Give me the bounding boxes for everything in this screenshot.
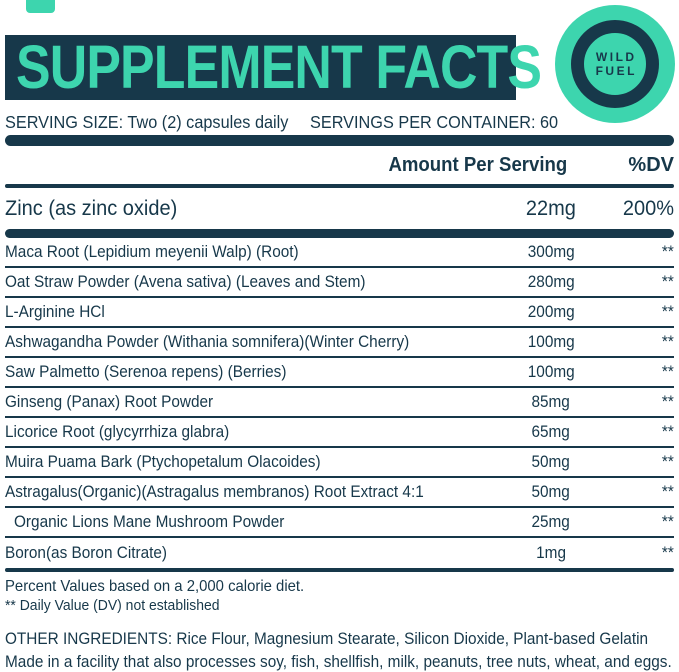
ingredient-dv: **: [662, 242, 674, 261]
divider-thick-zinc: [5, 229, 674, 238]
logo-wordmark: WILD FUEL: [593, 50, 637, 78]
ingredient-amount: 100mg: [527, 332, 575, 351]
logo-line1: WILD: [595, 50, 637, 64]
ingredient-amount: 22mg: [525, 196, 577, 220]
ingredient-name: Organic Lions Mane Mushroom Powder: [14, 512, 285, 531]
footnote-daily-value-text: ** Daily Value (DV) not established: [5, 597, 220, 614]
table-row: Boron(as Boron Citrate) 1mg **: [5, 538, 674, 568]
wild-fuel-logo: WILD FUEL: [555, 5, 675, 123]
ingredient-name: Ashwagandha Powder (Withania somnifera)(…: [5, 332, 410, 351]
ingredient-dv: 200%: [622, 196, 674, 220]
ingredient-dv: **: [662, 452, 674, 471]
ingredient-name: Zinc (as zinc oxide): [5, 196, 178, 220]
table-row-zinc: Zinc (as zinc oxide) 22mg 200%: [5, 188, 674, 229]
table-row: Muira Puama Bark (Ptychopetalum Olacoide…: [5, 448, 674, 478]
logo-ring-icon: WILD FUEL: [571, 20, 659, 108]
divider-bottom: [5, 568, 674, 572]
ingredient-amount: 280mg: [527, 272, 575, 291]
ingredient-amount: 65mg: [531, 422, 571, 441]
ingredient-dv: **: [662, 362, 674, 381]
allergen-statement-text: Made in a facility that also processes s…: [5, 653, 672, 671]
ingredient-dv: **: [662, 392, 674, 411]
ingredient-amount: 50mg: [531, 452, 571, 471]
serving-size-text: SERVING SIZE: Two (2) capsules daily: [5, 111, 289, 132]
ingredient-amount: 85mg: [531, 392, 571, 411]
footnote-percent-values: Percent Values based on a 2,000 calorie …: [5, 577, 674, 596]
table-row: Licorice Root (glycyrrhiza glabra) 65mg …: [5, 418, 674, 448]
ingredient-amount: 300mg: [527, 242, 575, 261]
page-title: SUPPLEMENT FACTS: [16, 33, 542, 101]
other-ingredients-line: OTHER INGREDIENTS: Rice Flour, Magnesium…: [5, 630, 674, 649]
ingredient-dv: **: [662, 302, 674, 321]
ingredient-dv: **: [662, 543, 674, 562]
divider-medium: [5, 184, 674, 188]
ingredient-name: Oat Straw Powder (Avena sativa) (Leaves …: [5, 272, 366, 291]
ingredient-amount: 50mg: [531, 482, 571, 501]
table-row: Saw Palmetto (Serenoa repens) (Berries) …: [5, 358, 674, 388]
ingredient-dv: **: [662, 272, 674, 291]
ingredient-name: L-Arginine HCl: [5, 302, 105, 321]
ingredient-amount: 200mg: [527, 302, 575, 321]
logo-line2: FUEL: [595, 64, 637, 78]
footnote-daily-value: ** Daily Value (DV) not established: [5, 596, 674, 615]
ingredient-amount: 100mg: [527, 362, 575, 381]
servings-per-container-text: SERVINGS PER CONTAINER: 60: [309, 111, 558, 132]
amount-per-serving-header: Amount Per Serving: [388, 153, 567, 176]
serving-info-row: SERVING SIZE: Two (2) capsules daily SER…: [5, 112, 674, 132]
table-row: L-Arginine HCl 200mg **: [5, 298, 674, 328]
ingredient-table: Maca Root (Lepidium meyenii Walp) (Root)…: [5, 238, 674, 568]
table-row: Ashwagandha Powder (Withania somnifera)(…: [5, 328, 674, 358]
ingredient-dv: **: [662, 482, 674, 501]
allergen-statement: Made in a facility that also processes s…: [5, 653, 674, 672]
divider-thick-top: [5, 135, 674, 146]
table-row: Maca Root (Lepidium meyenii Walp) (Root)…: [5, 238, 674, 268]
table-row: Organic Lions Mane Mushroom Powder 25mg …: [5, 508, 674, 538]
ingredient-name: Ginseng (Panax) Root Powder: [5, 392, 214, 411]
table-row: Ginseng (Panax) Root Powder 85mg **: [5, 388, 674, 418]
ingredient-dv: **: [662, 512, 674, 531]
ingredient-name: Saw Palmetto (Serenoa repens) (Berries): [5, 362, 287, 381]
ingredient-amount: 25mg: [531, 512, 571, 531]
corner-teal-mark: [26, 0, 55, 13]
table-header-row: Amount Per Serving %DV: [5, 146, 674, 184]
ingredient-dv: **: [662, 422, 674, 441]
ingredient-name: Maca Root (Lepidium meyenii Walp) (Root): [5, 242, 299, 261]
table-row: Oat Straw Powder (Avena sativa) (Leaves …: [5, 268, 674, 298]
title-bar: SUPPLEMENT FACTS: [5, 35, 542, 100]
footnote-percent-values-text: Percent Values based on a 2,000 calorie …: [5, 578, 305, 595]
ingredient-name: Licorice Root (glycyrrhiza glabra): [5, 422, 230, 441]
ingredient-name: Boron(as Boron Citrate): [5, 543, 168, 562]
ingredient-dv: **: [662, 332, 674, 351]
ingredient-name: Astragalus(Organic)(Astragalus membranos…: [5, 482, 424, 501]
other-ingredients-text: OTHER INGREDIENTS: Rice Flour, Magnesium…: [5, 630, 649, 648]
percent-dv-header: %DV: [628, 153, 674, 176]
ingredient-amount: 1mg: [536, 543, 566, 562]
ingredient-name: Muira Puama Bark (Ptychopetalum Olacoide…: [5, 452, 321, 471]
table-row: Astragalus(Organic)(Astragalus membranos…: [5, 478, 674, 508]
